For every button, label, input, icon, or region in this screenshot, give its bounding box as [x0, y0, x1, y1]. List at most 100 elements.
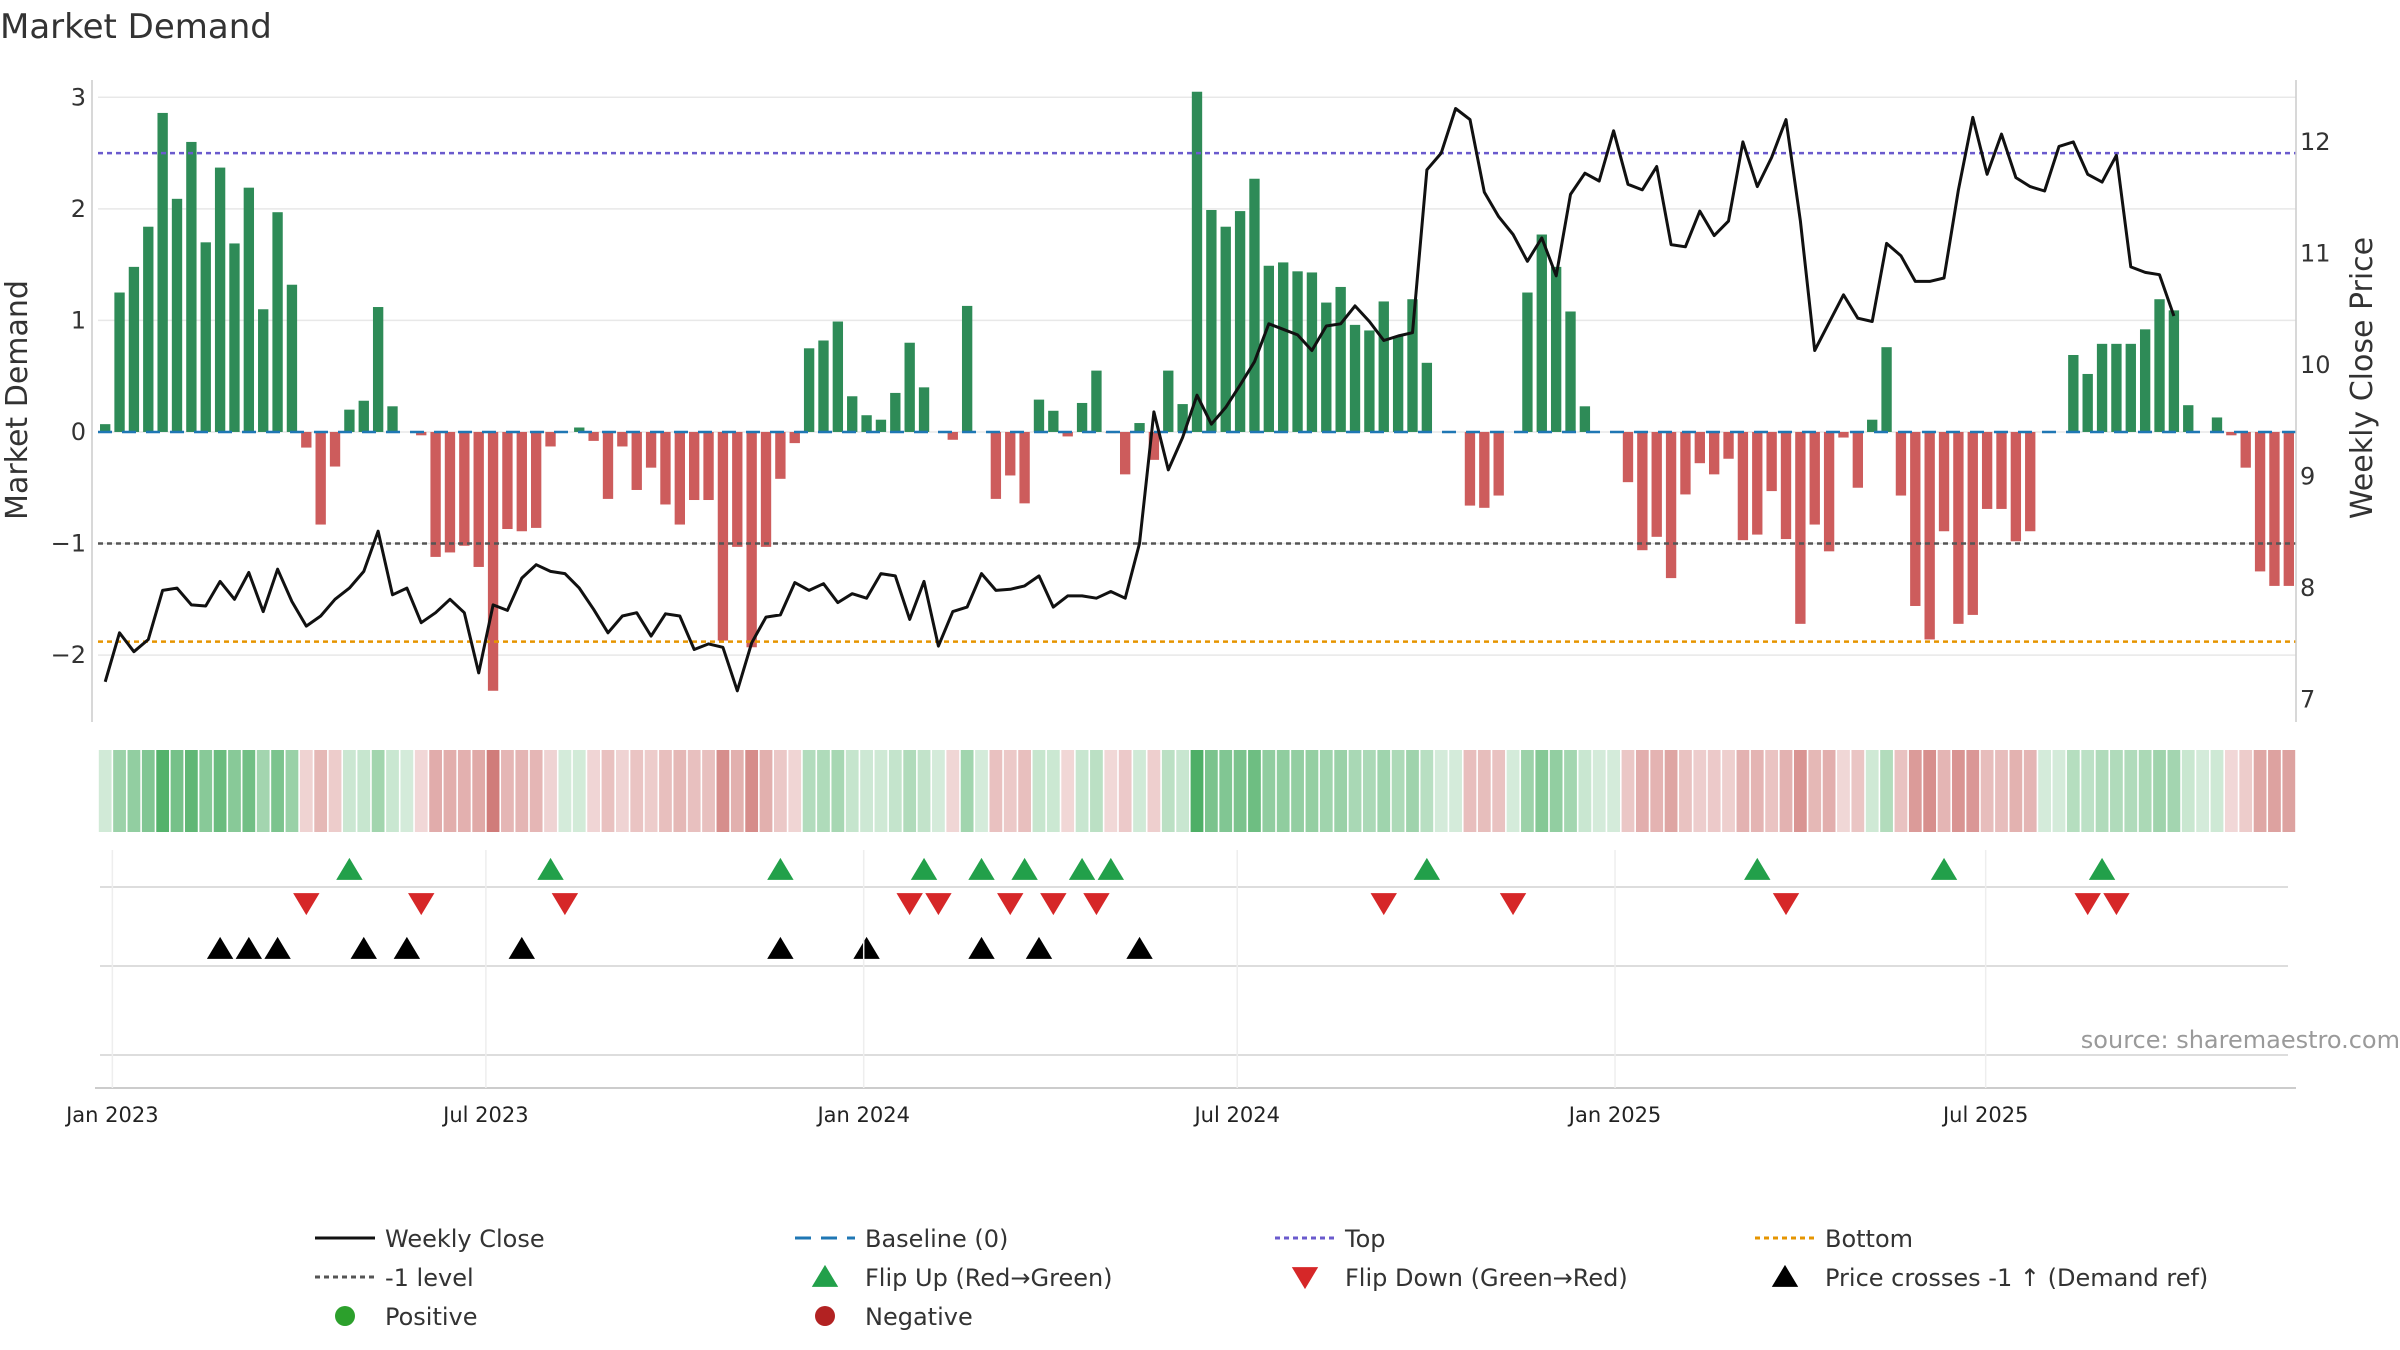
price-cross-marker: [350, 936, 377, 959]
heat-cell: [1837, 750, 1850, 832]
y-tick-label: 3: [71, 83, 86, 111]
positive-demand-bar: [2183, 405, 2194, 432]
legend-label: Bottom: [1825, 1225, 1913, 1253]
positive-demand-bar: [1550, 266, 1562, 432]
negative-demand-bar: [301, 431, 312, 448]
heat-cell: [745, 750, 759, 832]
legend-item: Top: [1275, 1225, 1386, 1253]
positive-demand-bar: [1278, 262, 1289, 432]
positive-demand-bar: [143, 226, 154, 432]
positive-demand-bar: [1421, 362, 1433, 432]
heat-cell: [127, 750, 141, 832]
date-tick-label: Jul 2024: [1192, 1103, 1279, 1127]
positive-demand-bar: [1091, 370, 1102, 432]
positive-demand-bar: [358, 400, 369, 432]
positive-demand-bar: [258, 309, 269, 432]
negative-demand-bar: [1680, 431, 1691, 495]
flip-down-marker: [1499, 893, 1527, 916]
heat-cell: [1722, 750, 1735, 832]
heat-cell: [1477, 750, 1491, 832]
flip-down-marker: [1370, 893, 1397, 916]
heat-cell: [2167, 750, 2181, 832]
legend-label: Top: [1344, 1225, 1386, 1253]
negative-demand-bar: [760, 431, 772, 547]
positive-demand-bar: [1881, 347, 1892, 432]
heat-cell: [544, 750, 557, 832]
negative-demand-bar: [1924, 431, 1935, 640]
positive-demand-bar: [100, 424, 111, 432]
date-tick-label: Jul 2023: [441, 1103, 528, 1127]
heat-cell: [687, 750, 701, 832]
heat-cell: [1075, 750, 1089, 832]
flip-down-marker: [293, 893, 320, 916]
positive-demand-bar: [286, 284, 298, 432]
reference-lines: [98, 151, 2296, 643]
heat-cell: [1118, 750, 1132, 832]
date-tick-label: Jan 2023: [64, 1103, 159, 1127]
positive-demand-bar: [1335, 286, 1346, 432]
positive-demand-bar: [186, 141, 197, 432]
positive-demand-bar: [2139, 329, 2151, 432]
heat-cell: [285, 750, 299, 832]
demand-bars: [100, 91, 2294, 691]
heat-cell: [1650, 750, 1664, 832]
heat-cell: [1693, 750, 1707, 832]
heat-cell: [932, 750, 945, 832]
negative-demand-bar: [617, 431, 628, 447]
legend-swatch: [1771, 1264, 1799, 1287]
legend-item: Baseline (0): [795, 1225, 1008, 1253]
heat-cell: [802, 750, 816, 832]
heat-cell: [1248, 750, 1261, 832]
heat-cell: [1018, 750, 1031, 832]
negative-demand-bar: [545, 431, 556, 447]
y-axis-label: Market Demand: [0, 280, 35, 520]
legend-item: Negative: [815, 1303, 973, 1331]
heat-cell: [1391, 750, 1405, 832]
heat-cell: [730, 750, 744, 832]
heat-cell: [228, 750, 241, 832]
flip-up-marker: [537, 857, 564, 880]
positive-demand-bar: [157, 112, 168, 432]
heat-cell: [888, 750, 902, 832]
flip-down-marker: [2103, 893, 2130, 916]
negative-demand-bar: [1737, 431, 1749, 541]
date-tick-label: Jan 2024: [815, 1103, 910, 1127]
positive-demand-bar: [1867, 419, 1878, 432]
negative-demand-bar: [516, 431, 527, 532]
negative-demand-bar: [1780, 431, 1792, 540]
heat-cell: [256, 750, 270, 832]
flip-up-marker: [2088, 857, 2116, 880]
heat-cell: [529, 750, 543, 832]
legend-item: Flip Up (Red→Green): [811, 1264, 1113, 1292]
positive-demand-bar: [272, 212, 283, 432]
positive-demand-bar: [2211, 417, 2223, 432]
legend-item: Positive: [335, 1303, 478, 1331]
heat-cell: [1348, 750, 1362, 832]
positive-demand-bar: [1033, 399, 1045, 432]
heat-cell: [975, 750, 988, 832]
flip-down-marker: [408, 893, 435, 916]
positive-demand-bar: [1048, 410, 1059, 432]
heat-cell: [817, 750, 830, 832]
heat-cell: [400, 750, 414, 832]
heat-cell: [1880, 750, 1893, 832]
heat-cell: [989, 750, 1003, 832]
heat-cell: [860, 750, 873, 832]
positive-demand-bar: [229, 243, 240, 432]
flip-down-marker: [551, 893, 579, 916]
heat-cell: [1420, 750, 1434, 832]
negative-demand-bar: [502, 431, 513, 530]
legend-label: Price crosses -1 ↑ (Demand ref): [1825, 1264, 2208, 1292]
positive-demand-bar: [2096, 343, 2108, 432]
positive-demand-bar: [1134, 423, 1145, 432]
heat-cell: [759, 750, 773, 832]
heat-cell: [1664, 750, 1678, 832]
heat-cell: [314, 750, 328, 832]
heat-cell: [2110, 750, 2123, 832]
heat-cell: [917, 750, 931, 832]
negative-demand-bar: [775, 431, 786, 479]
positive-demand-bar: [1263, 265, 1275, 432]
heat-cell: [213, 750, 227, 832]
heat-cell: [1908, 750, 1922, 832]
legend-label: Positive: [385, 1303, 478, 1331]
